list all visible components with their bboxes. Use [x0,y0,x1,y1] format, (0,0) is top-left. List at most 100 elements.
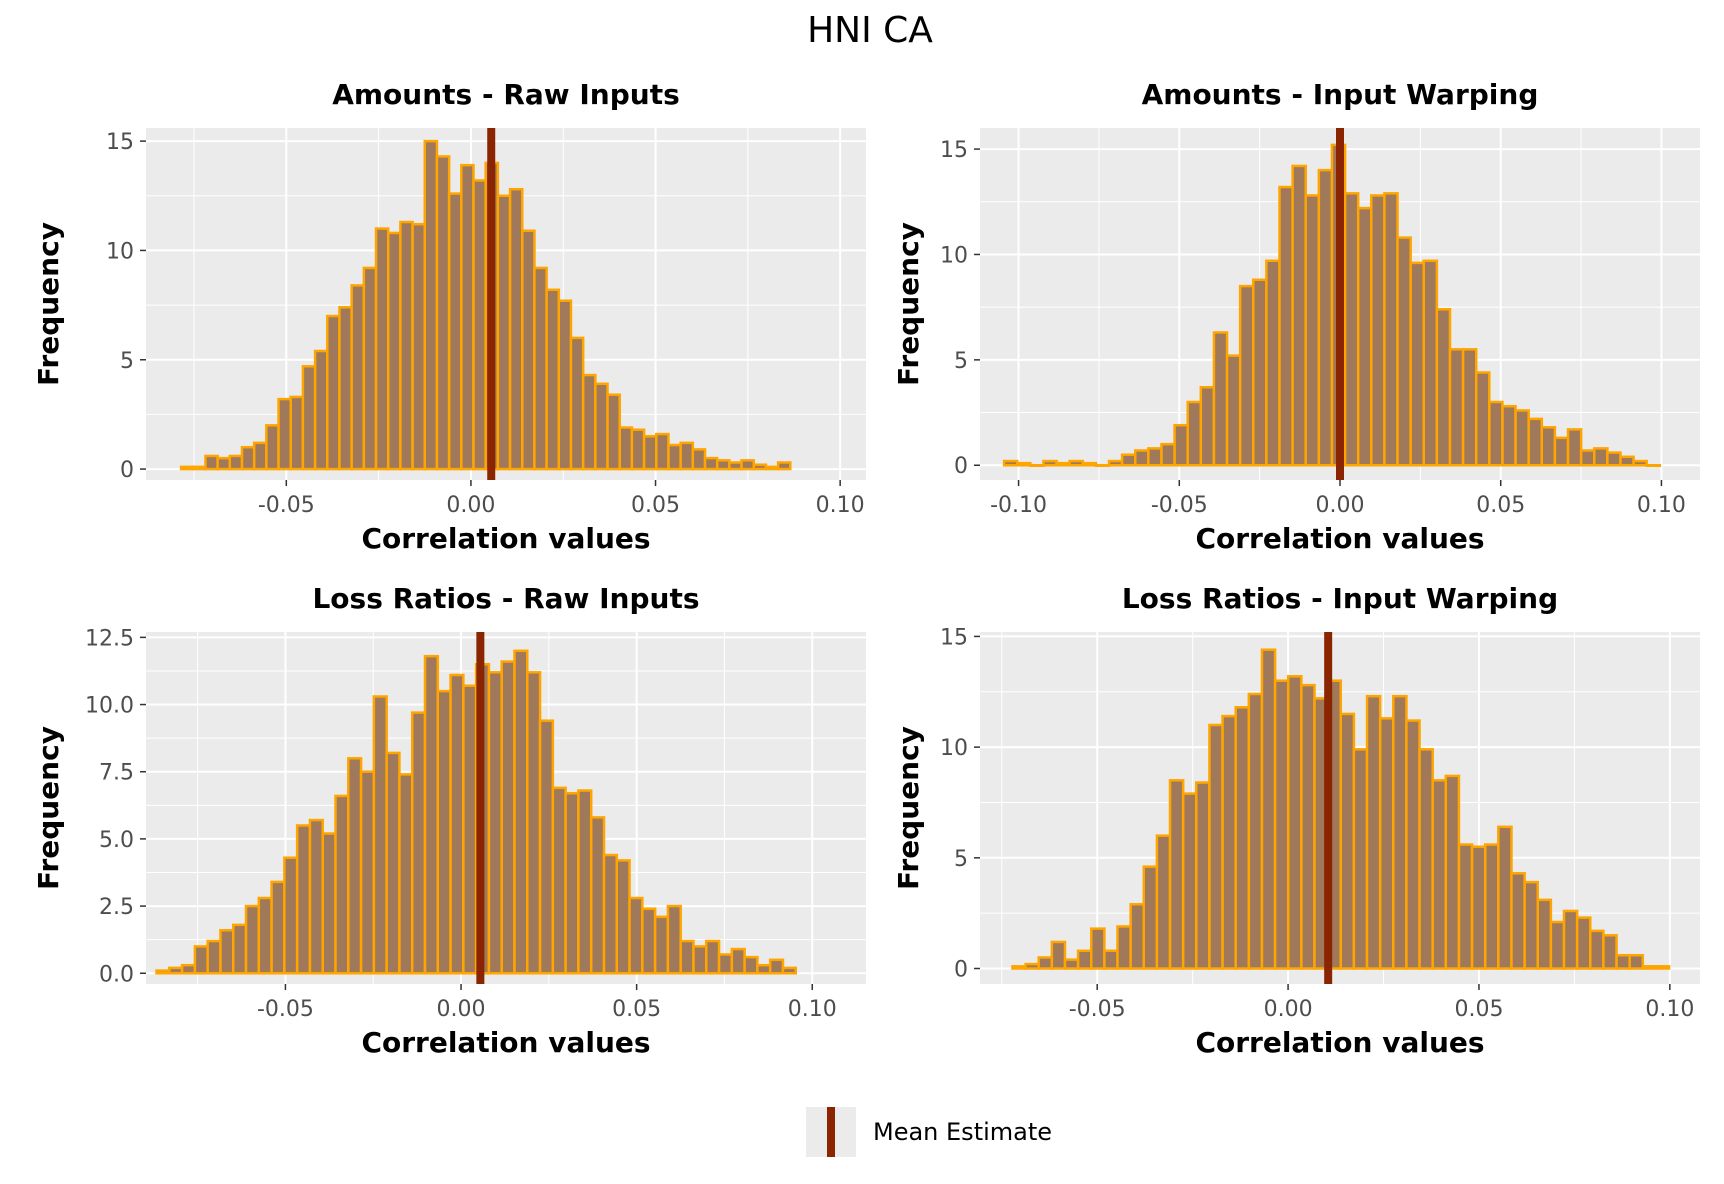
histogram-bar [1094,463,1111,467]
histogram-bar [313,349,329,471]
histogram-bar [1470,845,1487,970]
histogram-bar [740,459,756,471]
histogram-bar [374,227,390,471]
histogram-bar [257,896,273,975]
histogram-bar [1575,916,1592,970]
histogram-bar [1247,692,1264,970]
y-tick-label: 0 [954,958,968,983]
histogram-bar [1050,940,1067,970]
histogram-bar [557,299,573,471]
histogram-bar [538,719,555,975]
histogram-bar [1238,284,1255,467]
histogram-bar [326,314,341,471]
histogram-bar [1129,903,1146,970]
x-tick-label: 0.00 [446,493,495,518]
histogram-bar [1632,459,1648,467]
histogram-bar [362,266,378,471]
histogram-bar [398,773,414,975]
histogram-bar [653,915,670,975]
panel-loss-ratios-input-warping: -0.05 0.00 0.05 0.10 0 5 10 15 Loss Ratios - Inp… [892,582,1700,1059]
histogram-bar [545,288,561,471]
x-axis-label: Correlation values [361,522,650,555]
x-tick-label: 0.05 [612,997,661,1022]
histogram-bar [1444,774,1461,970]
x-tick-label: 0.00 [1264,997,1313,1022]
y-tick-label: 12.5 [85,626,134,651]
histogram-bar [487,671,503,975]
histogram-bar [1448,348,1465,467]
histogram-bar [449,673,465,975]
histogram-bar [615,859,631,975]
histogram-bar [1147,447,1163,467]
histogram-bar [1654,965,1671,970]
histogram-bar [1514,409,1530,467]
histogram-bar [295,824,312,975]
histogram-bar [206,939,222,975]
histogram-bar [1409,261,1426,467]
histogram-bar [1055,461,1071,467]
histogram-bar [193,945,209,975]
histogram-bar [730,947,746,975]
histogram-bar [372,695,388,975]
histogram-bar [1501,404,1517,467]
histogram-bar [1063,958,1080,970]
histogram-bar [1566,428,1583,467]
panel-amounts-input-warping: -0.10 -0.05 0.00 0.05 0.10 0 5 10 15 Amounts - In… [892,78,1700,555]
histogram-bar [679,939,695,975]
histogram-bar [1002,459,1019,467]
y-tick-label: 15 [940,138,968,163]
histogram-bar [219,929,235,975]
histogram-bar [1339,712,1356,970]
histogram-bar [321,832,337,975]
histogram-bar [1260,648,1277,970]
histogram-bar [1011,965,1027,970]
histogram-bar [1173,423,1189,467]
histogram-bar [1352,748,1369,970]
y-tick-label: 7.5 [99,761,134,786]
histogram-bar [606,393,621,471]
histogram-bar [533,266,548,471]
histogram-bar [1540,426,1557,467]
histogram-bar [1155,834,1172,970]
histogram-bar [411,222,427,471]
y-tick-label: 10.0 [85,694,134,719]
histogram-bar [283,856,299,975]
histogram-bar [642,435,658,471]
panel-title: Amounts - Raw Inputs [332,78,680,111]
histogram-bar [289,395,305,471]
x-tick-label: 0.05 [1454,997,1503,1022]
histogram-bar [1422,259,1439,467]
histogram-bar [1418,748,1434,970]
histogram-bar [1029,463,1045,467]
histogram-bar [1024,962,1040,970]
histogram-bar [1068,459,1085,467]
panel-title: Loss Ratios - Input Warping [1122,582,1558,615]
histogram-bar [1168,779,1185,970]
histogram-bar [1562,909,1579,970]
y-tick-label: 5 [954,847,968,872]
histogram-bar [666,904,682,975]
histogram-bar [1081,461,1098,467]
y-tick-label: 2.5 [99,895,134,920]
panel-loss-ratios-raw-inputs: -0.05 0.00 0.05 0.10 0.0 2.5 5.0 7.5 10.0 12.5 Los… [32,582,866,1059]
histogram-bar [717,953,734,975]
histogram-bar [436,689,452,975]
histogram-bar [1234,706,1251,970]
histogram-bar [359,770,376,975]
histogram-bar [602,853,619,975]
histogram-bar [1195,781,1211,970]
histogram-bar [1160,442,1176,467]
histogram-bar [410,711,427,975]
histogram-bar [1286,675,1303,970]
panel-title: Loss Ratios - Raw Inputs [312,582,699,615]
histogram-bar [692,945,708,975]
histogram-bar [447,192,463,471]
x-tick-label: 0.10 [816,493,865,518]
histogram-bar [756,963,772,975]
histogram-bar [252,441,268,471]
histogram-bar [180,963,197,975]
histogram-bar [551,786,567,975]
histogram-bar [265,424,280,471]
figure-title: HNI CA [807,10,933,51]
